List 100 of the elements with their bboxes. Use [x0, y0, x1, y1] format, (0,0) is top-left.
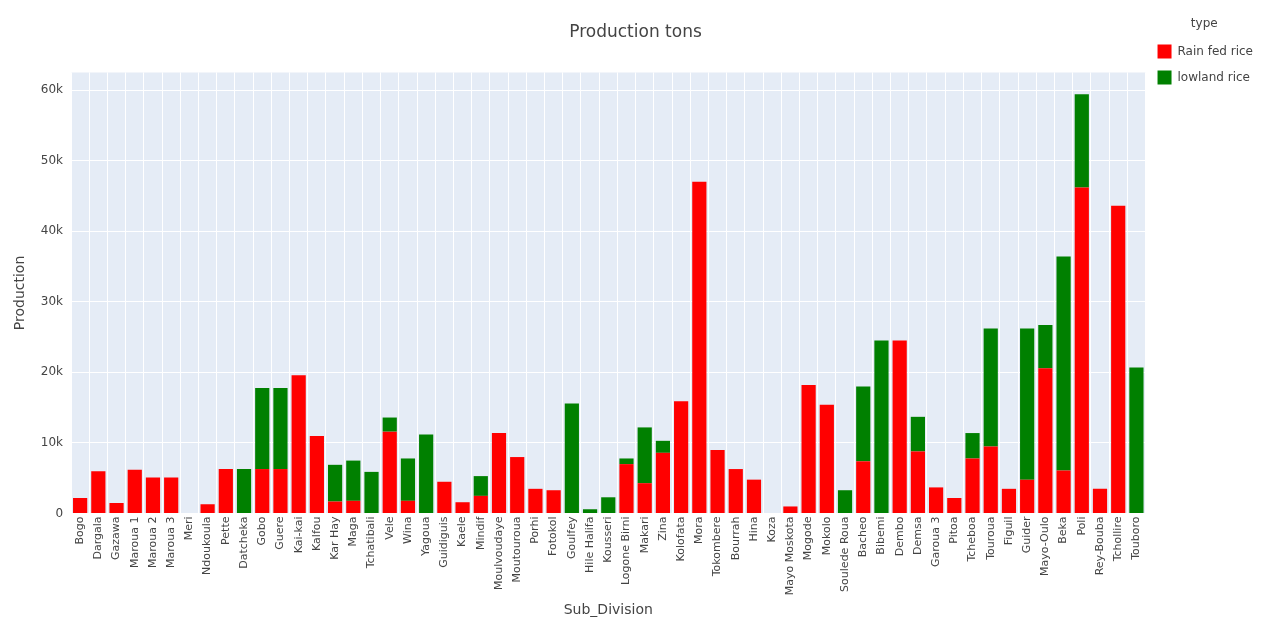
bar [819, 404, 834, 514]
x-tick-label: Mokolo [819, 516, 833, 556]
bar [582, 509, 598, 514]
bar [473, 495, 488, 514]
bar [400, 500, 416, 514]
bar [1056, 470, 1071, 514]
x-tick-label: Soulede Roua [837, 516, 851, 592]
x-tick-label: Maroua 3 [164, 516, 178, 568]
x-tick-label: Gazawa [109, 516, 123, 561]
x-tick-label: Makari [637, 516, 651, 554]
bar [692, 181, 707, 514]
bar [947, 497, 962, 514]
x-tick-label: Bacheo [856, 516, 870, 558]
bar [1074, 94, 1089, 188]
x-tick-label: Demsa [910, 516, 924, 555]
bar [327, 501, 343, 514]
x-tick-label: Garoua 3 [928, 516, 942, 567]
legend-label: Rain fed rice [1177, 43, 1253, 58]
y-tick-label: 20k [40, 364, 64, 379]
bar [73, 497, 88, 514]
x-tick-label: Tcheboa [965, 516, 979, 563]
x-tick-label: Pitoa [947, 516, 961, 544]
x-tick-label: Maroua 1 [127, 516, 141, 568]
bar [1038, 325, 1053, 369]
bar [291, 375, 306, 514]
x-tick-label: Wina [400, 516, 414, 544]
bar [437, 481, 452, 514]
bar [1056, 256, 1071, 471]
y-tick-label: 30k [40, 293, 64, 308]
bar [164, 477, 179, 514]
x-tick-label: Mora [692, 516, 706, 544]
x-tick-label: Mayo Moskota [783, 516, 797, 596]
bar [218, 469, 233, 514]
x-tick-label: Meri [182, 516, 196, 541]
legend-title: type [1190, 16, 1218, 31]
x-tick-label: Bourrah [728, 516, 742, 561]
bar [910, 416, 925, 452]
x-tick-label: Mayo-Oulo [1038, 516, 1052, 576]
chart-title: Production tons [569, 20, 702, 41]
bar [1020, 328, 1035, 480]
bar [637, 483, 652, 514]
bar [1038, 368, 1053, 514]
bar [892, 340, 907, 514]
bar [637, 427, 652, 484]
x-tick-label: Fotokol [546, 516, 560, 556]
x-tick-label: Bogo [72, 516, 86, 545]
bar [710, 450, 725, 514]
x-tick-label: Kai-kai [291, 516, 305, 554]
bar [983, 446, 998, 514]
x-tick-label: Touroua [983, 516, 997, 561]
x-tick-label: Tchatibali [364, 516, 378, 570]
x-tick-label: Hile Halifa [582, 516, 596, 573]
x-tick-label: Guere [273, 516, 287, 550]
bar [674, 401, 689, 514]
bar [856, 461, 871, 514]
bar [619, 458, 634, 465]
x-tick-label: Guidiguis [437, 516, 451, 568]
x-tick-label: Maga [346, 516, 360, 547]
bar [1020, 479, 1035, 514]
x-tick-label: Pette [218, 516, 232, 545]
x-tick-label: Kalfou [309, 516, 323, 551]
bar [309, 435, 324, 514]
x-tick-label: Dargala [91, 516, 105, 560]
bar [491, 433, 507, 514]
y-tick-label: 50k [40, 152, 64, 167]
bar [400, 458, 416, 501]
bar [965, 458, 980, 514]
x-tick-label: Logone Birni [619, 516, 633, 586]
bar [728, 469, 743, 514]
y-tick-label: 0 [55, 505, 64, 520]
bar [546, 490, 561, 514]
bar [510, 457, 525, 514]
bar [364, 471, 379, 514]
bar [655, 452, 671, 514]
x-tick-label: Moulvoudaye [491, 516, 505, 590]
x-tick-label: Bibemi [874, 516, 888, 555]
bar [856, 386, 871, 462]
bar [145, 477, 161, 514]
bar [965, 433, 980, 459]
x-tick-label: Figuil [1001, 516, 1015, 546]
bar [837, 490, 853, 514]
x-axis-title: Sub_Division [563, 601, 653, 618]
x-tick-label: Moutouroua [510, 516, 524, 583]
bar [346, 460, 361, 501]
x-tick-label: Gobo [255, 516, 269, 546]
bar [910, 451, 925, 514]
x-tick-label: Guider [1020, 516, 1034, 554]
bar [382, 431, 397, 514]
x-tick-label: Porhi [528, 516, 542, 544]
x-tick-label: Touboro [1129, 516, 1143, 561]
x-tick-label: Koza [765, 516, 779, 543]
x-tick-label: Beka [1056, 516, 1070, 544]
bar [273, 387, 288, 470]
bar [91, 471, 106, 514]
y-tick-label: 10k [40, 435, 64, 450]
bar [109, 502, 124, 514]
y-axis-title: Production [11, 255, 28, 331]
bar [874, 340, 889, 514]
x-tick-label: Tokombere [710, 516, 724, 578]
x-tick-label: Kar Hay [327, 516, 341, 560]
